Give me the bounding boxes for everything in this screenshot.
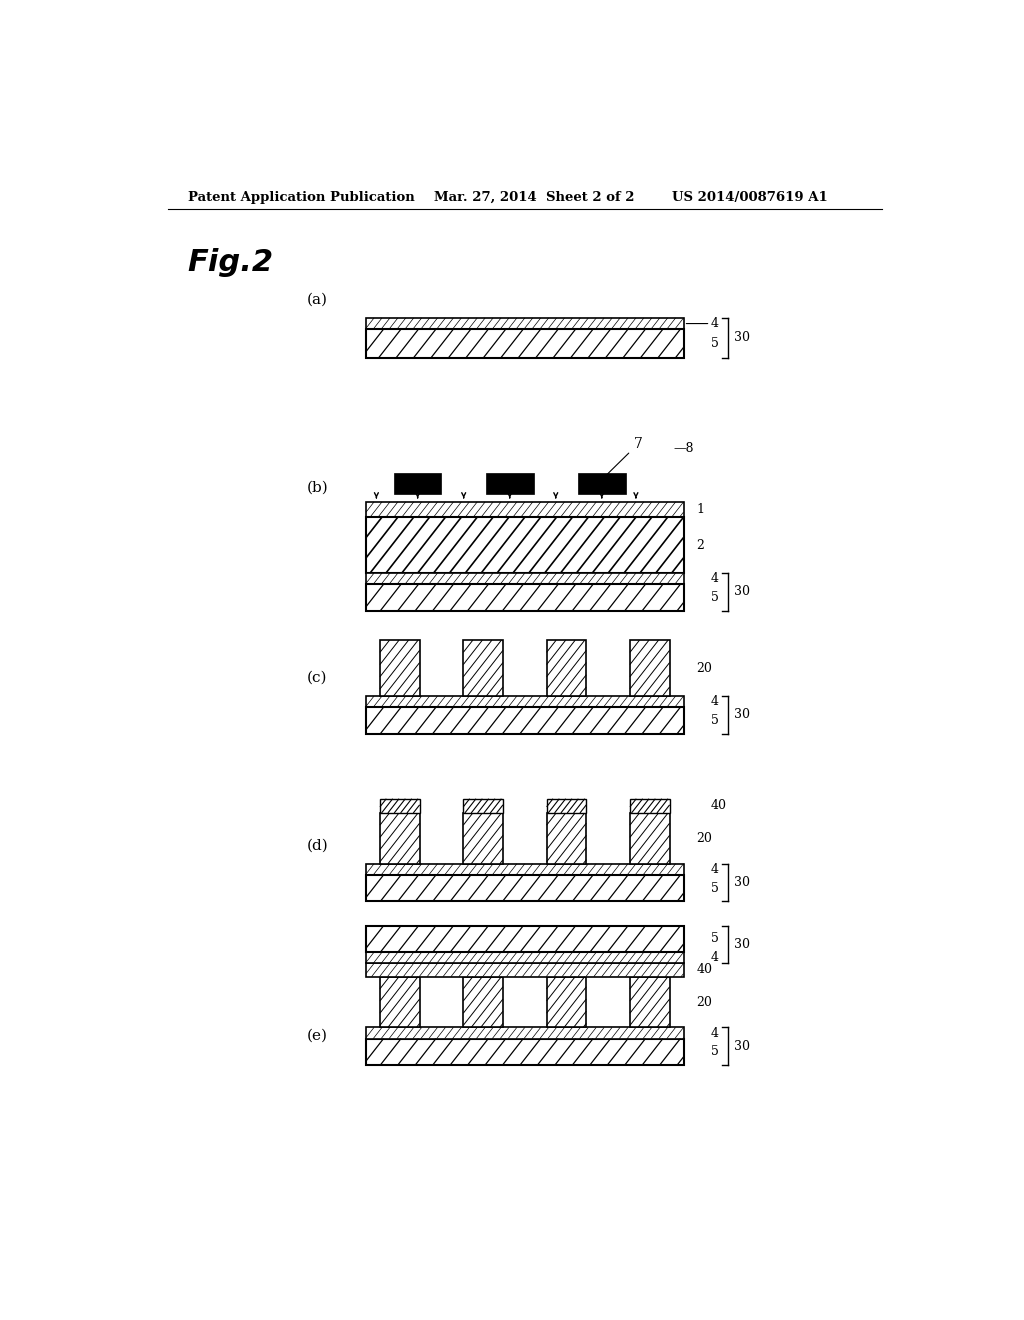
Text: 30: 30	[734, 876, 751, 890]
Bar	[367, 502, 684, 517]
Text: 30: 30	[734, 709, 751, 721]
Text: Fig.2: Fig.2	[187, 248, 273, 277]
Bar	[367, 1027, 684, 1039]
Bar	[486, 474, 534, 494]
Bar	[380, 799, 420, 813]
Text: 4: 4	[711, 863, 719, 876]
Bar	[367, 585, 684, 611]
Text: 1: 1	[696, 503, 705, 516]
Text: 30: 30	[734, 585, 751, 598]
Text: (d): (d)	[306, 838, 329, 853]
Bar	[630, 799, 670, 813]
Bar	[367, 329, 684, 358]
Text: 5: 5	[711, 337, 719, 350]
Bar	[367, 708, 684, 734]
Text: 40: 40	[711, 800, 726, 812]
Bar	[367, 925, 684, 952]
Text: 5: 5	[711, 932, 719, 945]
Bar	[463, 813, 503, 863]
Text: Mar. 27, 2014  Sheet 2 of 2: Mar. 27, 2014 Sheet 2 of 2	[433, 190, 634, 203]
Bar	[463, 799, 503, 813]
Bar	[394, 474, 441, 494]
Text: US 2014/0087619 A1: US 2014/0087619 A1	[672, 190, 827, 203]
Bar	[380, 977, 420, 1027]
Text: 20: 20	[696, 995, 712, 1008]
Bar	[630, 813, 670, 863]
Bar	[630, 977, 670, 1027]
Text: 30: 30	[734, 1040, 751, 1053]
Text: Patent Application Publication: Patent Application Publication	[187, 190, 415, 203]
Text: 4: 4	[711, 317, 719, 330]
Text: 4: 4	[711, 572, 719, 585]
Bar	[547, 799, 587, 813]
Text: 20: 20	[696, 661, 712, 675]
Bar	[367, 952, 684, 964]
Text: 5: 5	[711, 1045, 719, 1059]
Bar	[367, 964, 684, 977]
Text: 20: 20	[696, 832, 712, 845]
Bar	[380, 640, 420, 696]
Text: 30: 30	[734, 939, 751, 952]
Text: (e): (e)	[306, 1028, 328, 1043]
Text: 2: 2	[696, 539, 705, 552]
Text: 5: 5	[711, 714, 719, 727]
Text: 4: 4	[711, 952, 719, 965]
Text: 4: 4	[711, 1027, 719, 1040]
Bar	[463, 977, 503, 1027]
Bar	[367, 318, 684, 329]
Bar	[547, 640, 587, 696]
Bar	[367, 863, 684, 875]
Bar	[367, 696, 684, 708]
Text: 4: 4	[711, 696, 719, 708]
Text: —8: —8	[673, 442, 693, 454]
Bar	[380, 813, 420, 863]
Bar	[578, 474, 626, 494]
Bar	[367, 517, 684, 573]
Text: (b): (b)	[306, 480, 329, 495]
Bar	[547, 977, 587, 1027]
Bar	[463, 640, 503, 696]
Bar	[367, 1039, 684, 1065]
Text: (a): (a)	[306, 293, 328, 306]
Text: 5: 5	[711, 882, 719, 895]
Text: 5: 5	[711, 591, 719, 605]
Bar	[367, 573, 684, 585]
Bar	[547, 813, 587, 863]
Text: 7: 7	[604, 437, 642, 478]
Bar	[367, 875, 684, 902]
Text: 30: 30	[734, 331, 751, 345]
Text: 40: 40	[696, 964, 713, 977]
Text: (c): (c)	[306, 671, 327, 685]
Bar	[630, 640, 670, 696]
